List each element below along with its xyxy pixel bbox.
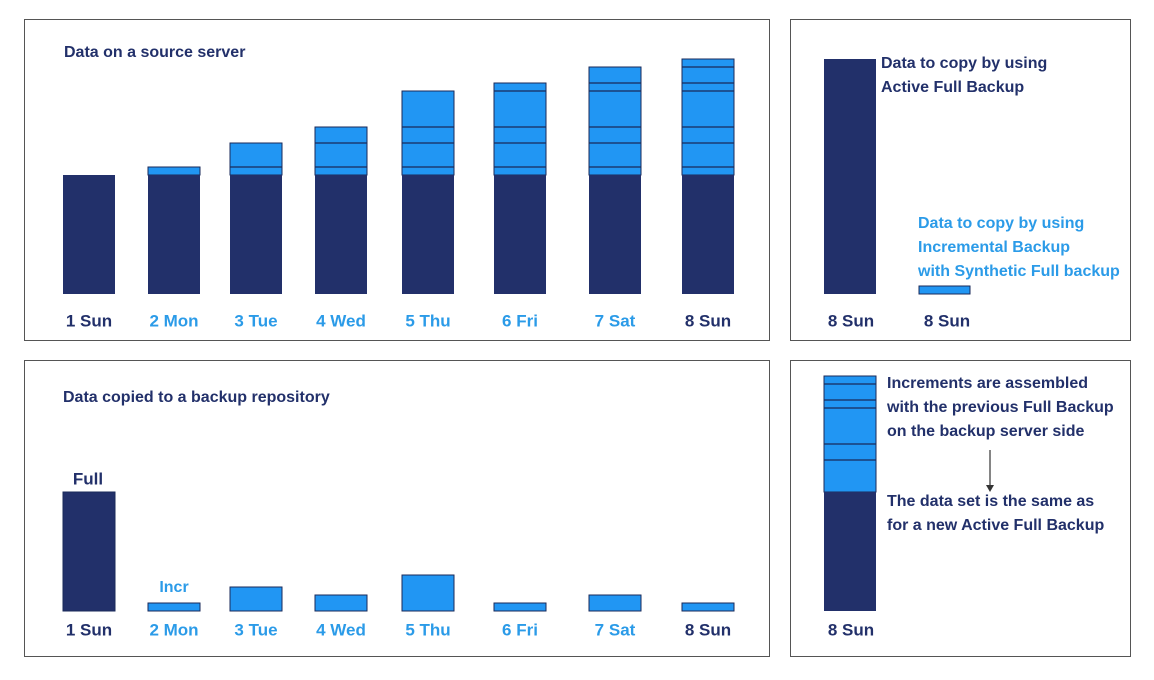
note: Increments are assembled xyxy=(887,375,1088,392)
increment-block xyxy=(681,58,735,176)
full-block xyxy=(148,175,200,294)
day-label: 8 Sun xyxy=(828,620,874,639)
day-label: 8 Sun xyxy=(685,311,731,330)
day-label: 3 Tue xyxy=(234,311,277,330)
increment-block xyxy=(401,574,455,612)
full-block xyxy=(494,175,546,294)
arrow-head xyxy=(986,485,994,492)
full-block xyxy=(63,175,115,294)
note: Data to copy by using xyxy=(881,55,1047,72)
note: on the backup server side xyxy=(887,423,1085,440)
day-label: 8 Sun xyxy=(924,311,970,330)
note: with the previous Full Backup xyxy=(886,399,1114,416)
full-block xyxy=(402,175,454,294)
increment-block xyxy=(314,126,368,176)
increment-block xyxy=(229,142,283,176)
day-label: 8 Sun xyxy=(828,311,874,330)
day-label: 5 Thu xyxy=(405,620,450,639)
increment-block xyxy=(314,594,368,612)
increment-block xyxy=(588,594,642,612)
full-block xyxy=(230,175,282,294)
full-block xyxy=(824,59,876,294)
day-label: 6 Fri xyxy=(502,620,538,639)
full-block xyxy=(62,491,116,612)
increment-block xyxy=(229,586,283,612)
panel xyxy=(24,19,770,341)
day-label: 2 Mon xyxy=(149,620,198,639)
day-label: 4 Wed xyxy=(316,311,366,330)
full-block xyxy=(315,175,367,294)
full-block xyxy=(682,175,734,294)
full-label: Full xyxy=(73,469,103,488)
panel-title: Data on a source server xyxy=(64,44,245,61)
day-label: 3 Tue xyxy=(234,620,277,639)
increment-block xyxy=(823,375,877,493)
increment-block xyxy=(918,285,971,295)
increment-block xyxy=(147,166,201,176)
incr-label: Incr xyxy=(159,579,188,596)
note: Data to copy by using xyxy=(918,215,1084,232)
day-label: 7 Sat xyxy=(595,311,636,330)
day-label: 1 Sun xyxy=(66,311,112,330)
full-block xyxy=(589,175,641,294)
day-label: 4 Wed xyxy=(316,620,366,639)
note: Active Full Backup xyxy=(881,79,1024,96)
day-label: 8 Sun xyxy=(685,620,731,639)
increment-block xyxy=(588,66,642,176)
increment-block xyxy=(681,602,735,612)
day-label: 1 Sun xyxy=(66,620,112,639)
day-label: 5 Thu xyxy=(405,311,450,330)
increment-block xyxy=(401,90,455,176)
increment-block xyxy=(493,82,547,176)
day-label: 2 Mon xyxy=(149,311,198,330)
note: with Synthetic Full backup xyxy=(917,263,1120,280)
day-label: 7 Sat xyxy=(595,620,636,639)
full-block xyxy=(824,492,876,611)
day-label: 6 Fri xyxy=(502,311,538,330)
panel-title: Data copied to a backup repository xyxy=(63,389,330,406)
note: The data set is the same as xyxy=(887,493,1094,510)
note: for a new Active Full Backup xyxy=(887,517,1104,534)
increment-block xyxy=(147,602,201,612)
increment-block xyxy=(493,602,547,612)
note: Incremental Backup xyxy=(918,239,1070,256)
